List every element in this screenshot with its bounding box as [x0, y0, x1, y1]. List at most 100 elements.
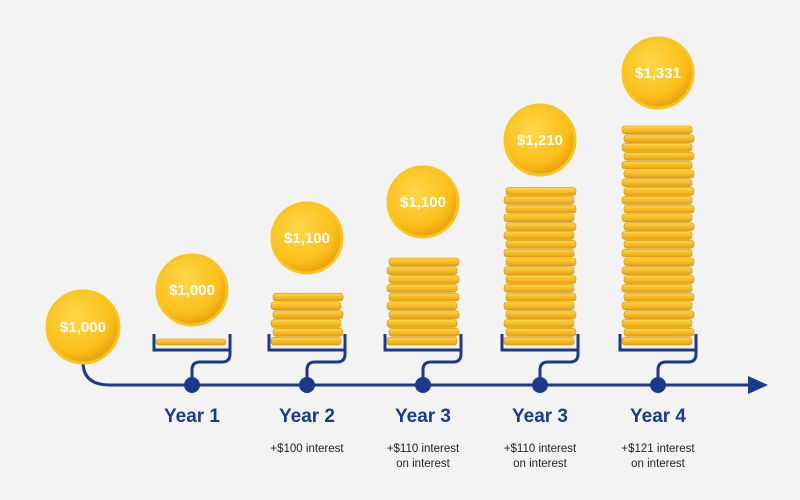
timeline-dot [532, 377, 548, 393]
coin-layer [505, 292, 577, 302]
coin-layer [155, 338, 227, 346]
coin-layer [623, 152, 695, 161]
coin-layer [621, 266, 693, 275]
coin-layer [621, 196, 693, 205]
coin-layer [272, 328, 344, 337]
coin-layer [388, 257, 460, 267]
coin [503, 103, 577, 177]
coin-label: $1,331 [635, 65, 681, 82]
tray [618, 334, 698, 352]
timeline-dot [299, 377, 315, 393]
interest-note: on interest [513, 458, 568, 470]
coin [270, 201, 344, 275]
timeline-dot [415, 377, 431, 393]
coin-layer [503, 319, 575, 328]
coin-layer [505, 187, 577, 196]
coin-layer [621, 231, 693, 240]
coin-layer [272, 310, 344, 319]
coin-label: $1,000 [169, 282, 215, 299]
coin-layer [621, 336, 693, 346]
coin-label: $1,210 [517, 132, 563, 149]
timeline-arrow [748, 376, 768, 394]
interest-note: +$110 interest [504, 443, 577, 455]
coin-layer [503, 284, 575, 293]
coin-label: $1,100 [400, 194, 446, 211]
coin [386, 165, 460, 239]
coin-layer [623, 187, 695, 196]
year-label: Year 4 [630, 406, 686, 427]
coin-layer [503, 336, 575, 346]
coin-layer [503, 266, 575, 275]
coin-layer [272, 292, 344, 302]
coin-layer [503, 196, 575, 205]
coin-layer [505, 310, 577, 319]
coin-layer [621, 301, 693, 311]
coin-label: $1,100 [284, 230, 330, 247]
connector [421, 350, 463, 385]
coin-layer [623, 134, 695, 143]
coin-layer [621, 248, 693, 258]
coin-layer [388, 275, 460, 284]
coin-layer [388, 310, 460, 319]
coin-layer [388, 328, 460, 337]
coin-layer [623, 275, 695, 284]
coin-layer [621, 160, 693, 170]
tray [152, 334, 232, 352]
timeline-dot [650, 377, 666, 393]
connector [538, 350, 580, 385]
coin-layer [623, 169, 695, 179]
coin-layer [505, 257, 577, 267]
coin-layer [623, 292, 695, 302]
timeline [81, 361, 752, 387]
coin-layer [623, 204, 695, 214]
coin-layer [505, 275, 577, 284]
coin-layer [621, 319, 693, 328]
coin-layer [621, 213, 693, 223]
timeline-dot [184, 377, 200, 393]
year-label: Year 1 [164, 406, 220, 427]
coin-layer [503, 301, 575, 311]
coin-layer [621, 125, 693, 135]
coin-layer [503, 248, 575, 258]
coin-layer [623, 328, 695, 337]
connector [190, 350, 232, 385]
coin-layer [505, 204, 577, 214]
coin-layer [503, 213, 575, 223]
start-coin-label: $1,000 [60, 319, 106, 336]
coin-layer [503, 231, 575, 240]
coin-layer [621, 284, 693, 293]
interest-note: +$121 interest [621, 443, 695, 455]
coin-layer [505, 240, 577, 249]
interest-note: +$110 interest [387, 443, 460, 455]
coin-layer [623, 222, 695, 231]
interest-note: on interest [631, 458, 686, 470]
coin-layer [623, 257, 695, 267]
interest-note: +$100 interest [270, 443, 344, 455]
tray [267, 334, 347, 352]
coin-layer [386, 284, 458, 293]
coin-layer [621, 178, 693, 187]
coin-layer [386, 266, 458, 275]
coin-layer [623, 310, 695, 319]
start-coin [45, 289, 121, 365]
coin-layer [386, 336, 458, 346]
coin-layer [270, 336, 342, 346]
coin-layer [386, 319, 458, 328]
interest-note: on interest [396, 458, 451, 470]
coin-layer [388, 292, 460, 302]
coin-layer [621, 143, 693, 152]
coin-layer [623, 240, 695, 249]
tray [383, 334, 463, 352]
year-label: Year 3 [395, 406, 451, 427]
coin [621, 36, 695, 110]
tray [500, 334, 580, 352]
coin [155, 253, 229, 327]
coin-layer [505, 222, 577, 231]
coin-layer [386, 301, 458, 311]
coin-layer [505, 328, 577, 337]
year-label: Year 2 [279, 406, 335, 427]
connector [305, 350, 347, 385]
connector [656, 350, 698, 385]
coin-layer [270, 319, 342, 328]
